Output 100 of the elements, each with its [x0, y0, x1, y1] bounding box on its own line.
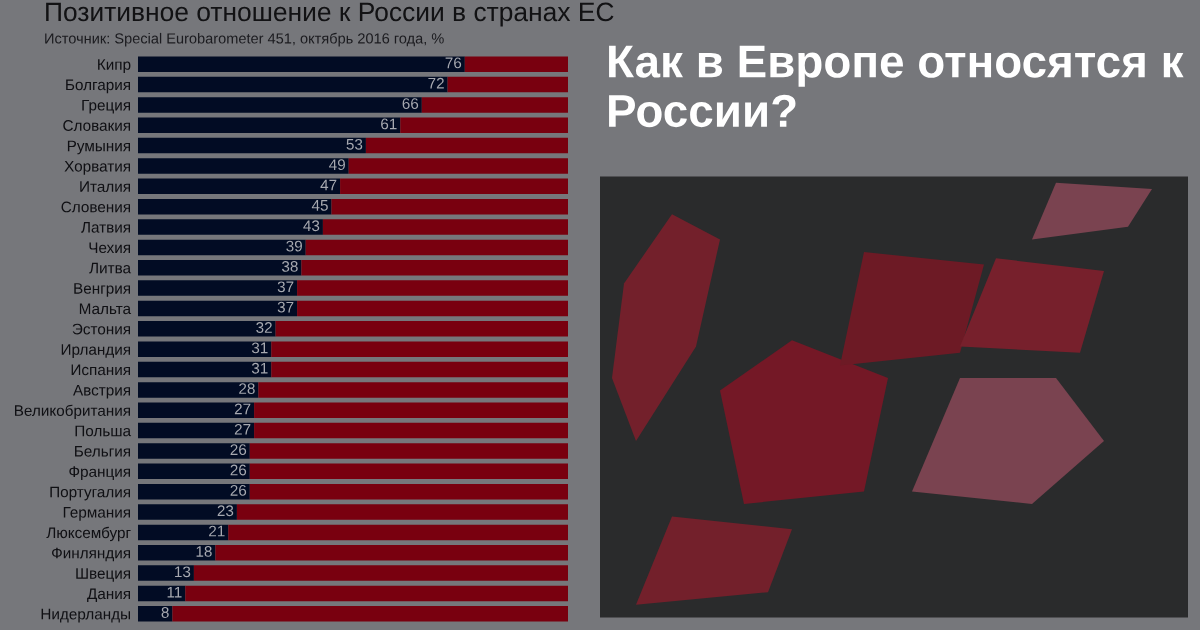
bar	[138, 361, 272, 378]
y-tick-label: Словения	[61, 201, 130, 213]
bar	[138, 341, 272, 357]
y-tick-label: Нидерланды	[41, 608, 130, 623]
bar	[138, 280, 298, 296]
bar	[138, 137, 366, 154]
y-tick-label: Испания	[71, 364, 130, 376]
y-tick-label: Греция	[82, 99, 130, 114]
y-tick-label: Кипр	[98, 59, 131, 73]
bar	[138, 56, 465, 72]
y-tick-label: Румыния	[67, 140, 130, 155]
data-label: 76	[445, 57, 462, 69]
bar	[193, 565, 568, 581]
bar	[297, 280, 568, 296]
data-label: 26	[230, 484, 247, 496]
bar	[305, 239, 568, 256]
bar	[172, 606, 568, 622]
data-label: 37	[277, 301, 294, 313]
y-tick-label: Ирландия	[61, 344, 130, 358]
bar	[249, 463, 568, 480]
bar	[138, 606, 173, 622]
y-tick-label: Чехия	[89, 242, 130, 254]
data-label: 8	[161, 607, 169, 618]
y-tick-label: Франция	[69, 466, 130, 481]
data-label: 11	[167, 586, 182, 598]
bar	[138, 117, 401, 133]
y-tick-label: Португалия	[50, 486, 130, 501]
data-label: 66	[402, 98, 419, 109]
y-tick-label: Италия	[80, 181, 130, 193]
bar	[138, 260, 302, 276]
data-label: 13	[175, 566, 191, 578]
y-tick-label: Германия	[63, 507, 130, 521]
bar	[138, 565, 194, 581]
bar	[400, 117, 568, 133]
bar	[138, 382, 259, 398]
y-tick-label: Люксембург	[46, 526, 131, 542]
bar	[331, 198, 568, 215]
data-label: 26	[230, 444, 247, 456]
bar	[138, 483, 250, 500]
bar	[464, 56, 568, 72]
bar	[249, 443, 568, 459]
bar	[322, 219, 568, 235]
data-label: 32	[256, 322, 272, 333]
bar	[138, 422, 255, 439]
y-tick-label: Словакия	[63, 120, 130, 131]
data-label: 47	[320, 179, 337, 191]
data-label: 61	[381, 118, 397, 130]
bar	[340, 178, 568, 195]
y-tick-label: Мальта	[79, 303, 132, 315]
bar	[301, 260, 568, 276]
bar	[138, 321, 276, 337]
bar	[249, 483, 568, 500]
y-tick-label: Латвия	[81, 222, 130, 233]
data-label: 43	[303, 220, 320, 232]
bar	[138, 198, 332, 215]
y-tick-label: Бельгия	[75, 445, 130, 457]
bar	[138, 545, 216, 561]
bar	[138, 76, 448, 93]
data-label: 53	[346, 138, 363, 150]
y-tick-label: Хорватия	[64, 160, 130, 175]
bar	[138, 402, 255, 418]
y-tick-label: Венгрия	[74, 283, 130, 297]
bar	[138, 524, 229, 541]
bar	[138, 300, 298, 317]
bar	[271, 361, 568, 378]
y-tick-label: Австрия	[73, 384, 130, 399]
bar	[138, 178, 341, 195]
data-label: 45	[311, 200, 328, 211]
data-label: 49	[329, 159, 345, 171]
bar	[348, 158, 568, 174]
bar	[365, 137, 568, 154]
data-label: 23	[217, 505, 234, 517]
data-label: 27	[234, 403, 251, 415]
data-label: 37	[277, 281, 294, 293]
bar	[138, 504, 237, 520]
data-label: 26	[230, 464, 247, 476]
bar	[138, 585, 186, 602]
data-label: 31	[251, 362, 268, 374]
data-label: 72	[428, 77, 444, 89]
bar	[138, 97, 422, 113]
chart-title: Позитивное отношение к России в странах ЕС	[46, 2, 614, 27]
bar	[258, 382, 568, 398]
bar	[254, 422, 568, 439]
bar	[185, 585, 568, 602]
data-label: 27	[234, 423, 251, 435]
y-tick-label: Польша	[75, 425, 132, 437]
bar	[271, 341, 568, 357]
data-label: 39	[286, 240, 302, 252]
text: Как в Европе относятся к России?	[609, 45, 1184, 128]
y-tick-label: Финляндия	[52, 547, 130, 562]
data-label: 28	[239, 383, 255, 394]
data-label: 21	[209, 525, 225, 537]
bar	[236, 504, 568, 520]
y-tick-label: Швеция	[76, 568, 130, 582]
bar	[421, 97, 568, 113]
y-tick-label: Великобритания	[14, 404, 130, 420]
y-tick-label: Дания	[87, 588, 130, 603]
bar	[138, 239, 306, 256]
bar	[138, 158, 349, 174]
chart-subtitle: Источник: Special Eurobarometer 451, октябрь 2016 года, %	[45, 32, 444, 47]
